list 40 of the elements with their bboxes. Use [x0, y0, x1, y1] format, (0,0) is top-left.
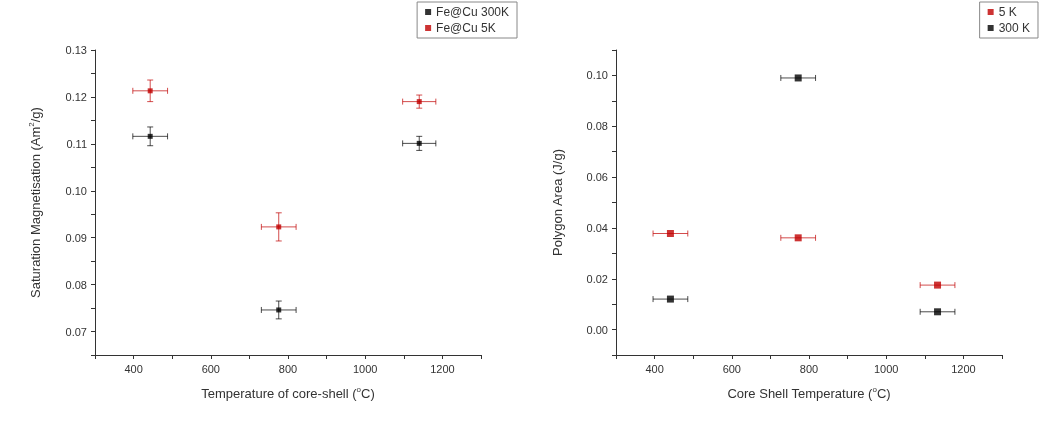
point: [147, 133, 153, 139]
x-tick-label: 1200: [951, 362, 976, 375]
y-tick-label: 0.12: [65, 90, 87, 103]
legend-label: 5 K: [998, 5, 1017, 19]
x-tick-label: 1000: [352, 362, 378, 375]
y-tick-label: 0.07: [65, 325, 87, 338]
legend-label: Fe@Cu 300K: [436, 5, 510, 19]
y-tick-label: 0.08: [586, 120, 608, 133]
point: [147, 88, 153, 94]
y-tick-label: 0.10: [65, 184, 87, 197]
legend-label: 300 K: [998, 21, 1030, 35]
x-tick-label: 400: [124, 362, 143, 375]
legend-label: Fe@Cu 5K: [436, 21, 496, 35]
point: [276, 224, 282, 230]
point: [666, 230, 674, 238]
x-tick-label: 800: [799, 362, 819, 375]
y-tick-label: 0.02: [586, 272, 608, 285]
x-tick-label: 1000: [873, 362, 899, 375]
point: [276, 307, 282, 313]
point: [934, 308, 942, 316]
x-tick-label: 1200: [430, 362, 455, 375]
y-tick-label: 0.08: [65, 278, 87, 291]
y-tick-label: 0.09: [65, 231, 87, 244]
point: [794, 74, 802, 82]
point: [666, 295, 674, 303]
y-tick-label: 0.04: [586, 221, 608, 234]
x-tick-label: 600: [722, 362, 741, 375]
y-tick-label: 0.11: [66, 137, 87, 150]
y-tick-label: 0.13: [65, 44, 87, 56]
point: [794, 234, 802, 242]
y-tick-label: 0.06: [586, 171, 608, 184]
point: [934, 281, 942, 289]
x-tick-label: 600: [201, 362, 220, 375]
point: [416, 99, 422, 105]
y-axis-title: Polygon Area (J/g): [550, 149, 565, 256]
x-tick-label: 800: [278, 362, 298, 375]
point: [416, 140, 422, 146]
y-tick-label: 0.10: [586, 69, 608, 82]
x-tick-label: 400: [645, 362, 664, 375]
y-tick-label: 0.00: [586, 323, 608, 336]
